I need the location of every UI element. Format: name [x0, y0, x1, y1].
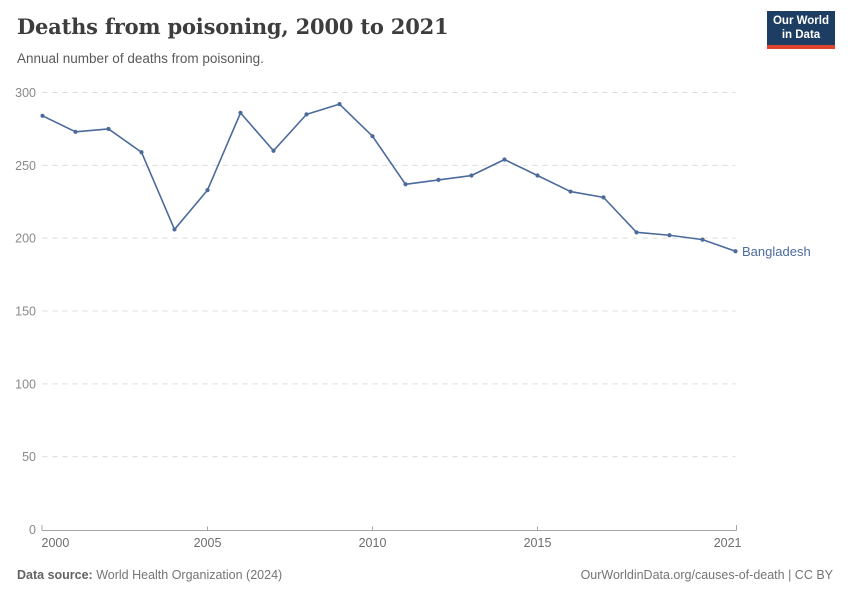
- data-point[interactable]: [403, 182, 408, 187]
- owid-logo-line2: in Data: [781, 29, 821, 41]
- series-end-label: Bangladesh: [742, 244, 811, 259]
- y-tick-label: 150: [15, 305, 36, 319]
- data-point[interactable]: [271, 148, 276, 153]
- data-source-value: World Health Organization (2024): [92, 568, 283, 582]
- data-point[interactable]: [73, 129, 78, 134]
- data-point[interactable]: [568, 189, 573, 194]
- data-point[interactable]: [172, 227, 177, 232]
- x-tick-label: 2015: [524, 536, 552, 550]
- y-tick-label: 0: [29, 523, 36, 537]
- x-tick-label: 2010: [359, 536, 387, 550]
- owid-logo: Our World in Data: [767, 11, 835, 49]
- data-point[interactable]: [139, 150, 144, 155]
- data-point[interactable]: [634, 230, 639, 235]
- data-point[interactable]: [436, 177, 441, 182]
- data-point[interactable]: [337, 102, 342, 107]
- data-point[interactable]: [370, 134, 375, 139]
- data-point[interactable]: [535, 173, 540, 178]
- x-tick-label: 2000: [42, 536, 70, 550]
- data-source: Data source: World Health Organization (…: [17, 568, 282, 582]
- data-line: [42, 103, 736, 253]
- data-point[interactable]: [469, 173, 474, 178]
- data-point[interactable]: [304, 112, 309, 117]
- y-tick-label: 200: [15, 232, 36, 246]
- x-tick-label: 2005: [194, 536, 222, 550]
- data-point[interactable]: [733, 249, 738, 254]
- owid-logo-line1: Our World: [772, 14, 829, 27]
- data-point[interactable]: [40, 113, 45, 118]
- y-tick-label: 250: [15, 159, 36, 173]
- data-point[interactable]: [700, 237, 705, 242]
- data-point[interactable]: [106, 126, 111, 132]
- chart-title: Deaths from poisoning, 2000 to 2021: [17, 14, 449, 39]
- data-point[interactable]: [205, 187, 210, 193]
- y-tick-label: 50: [22, 450, 36, 464]
- license-credit: OurWorldinData.org/causes-of-death | CC …: [580, 568, 833, 582]
- data-point[interactable]: [601, 195, 606, 200]
- data-point[interactable]: [238, 110, 243, 115]
- data-source-label: Data source:: [17, 568, 93, 582]
- y-tick-label: 100: [15, 377, 36, 391]
- chart-subtitle: Annual number of deaths from poisoning.: [17, 51, 264, 66]
- y-tick-label: 300: [15, 86, 36, 100]
- chart-footer: Data source: World Health Organization (…: [17, 568, 833, 582]
- data-point[interactable]: [502, 157, 507, 162]
- data-point[interactable]: [667, 233, 672, 238]
- x-tick-label: 2021: [714, 536, 742, 550]
